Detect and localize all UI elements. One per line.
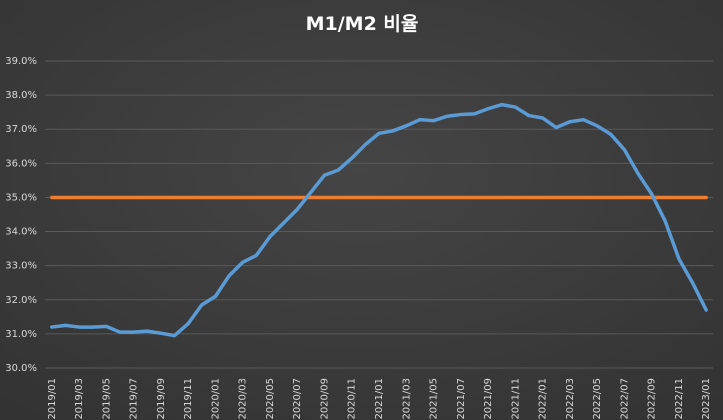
x-tick-label: 2021/09	[483, 378, 494, 420]
y-tick-label: 32.0%	[5, 295, 37, 306]
y-tick-label: 34.0%	[5, 227, 37, 238]
x-tick-label: 2021/11	[510, 378, 521, 420]
x-tick-label: 2019/05	[101, 378, 112, 420]
y-tick-label: 36.0%	[5, 158, 37, 169]
x-tick-label: 2020/11	[347, 378, 358, 420]
x-tick-label: 2023/01	[701, 378, 712, 420]
x-tick-label: 2019/11	[183, 378, 194, 420]
y-tick-label: 38.0%	[5, 90, 37, 101]
x-tick-label: 2021/01	[374, 378, 385, 420]
x-tick-label: 2020/07	[292, 378, 303, 420]
y-tick-label: 30.0%	[5, 363, 37, 374]
y-tick-label: 33.0%	[5, 261, 37, 272]
x-tick-label: 2019/07	[129, 378, 140, 420]
x-tick-label: 2021/05	[429, 378, 440, 420]
data-line	[50, 102, 708, 338]
x-tick-label: 2021/07	[456, 378, 467, 420]
x-tick-label: 2022/01	[538, 378, 549, 420]
x-tick-label: 2022/03	[565, 378, 576, 420]
x-tick-label: 2020/01	[210, 378, 221, 420]
x-tick-label: 2022/11	[674, 378, 685, 420]
x-tick-label: 2019/03	[74, 378, 85, 420]
y-tick-label: 37.0%	[5, 124, 37, 135]
x-tick-label: 2022/09	[647, 378, 658, 420]
y-tick-label: 31.0%	[5, 329, 37, 340]
chart-title: M1/M2 비율	[306, 13, 419, 35]
y-tick-label: 39.0%	[5, 56, 37, 67]
x-tick-label: 2021/03	[401, 378, 412, 420]
x-tick-label: 2019/01	[47, 378, 58, 420]
x-tick-label: 2019/09	[156, 378, 167, 420]
x-tick-label: 2020/03	[238, 378, 249, 420]
y-tick-label: 35.0%	[5, 192, 37, 203]
x-tick-label: 2022/05	[592, 378, 603, 420]
x-tick-label: 2020/05	[265, 378, 276, 420]
x-tick-label: 2020/09	[319, 378, 330, 420]
x-tick-label: 2022/07	[619, 378, 630, 420]
